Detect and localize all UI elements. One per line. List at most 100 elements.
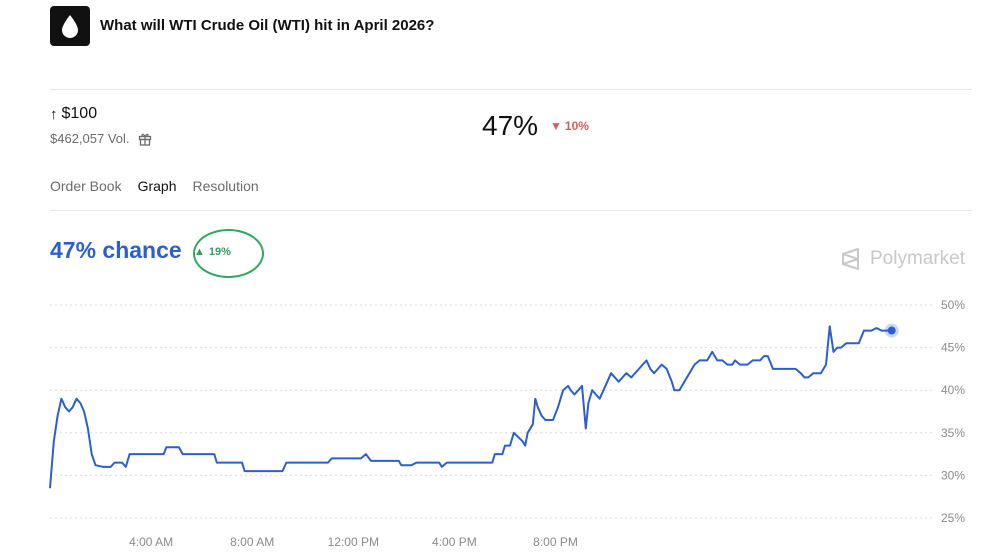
data-point bbox=[841, 347, 842, 348]
tab-order-book[interactable]: Order Book bbox=[50, 178, 122, 194]
data-point bbox=[585, 428, 586, 429]
tab-resolution[interactable]: Resolution bbox=[192, 178, 259, 194]
data-point bbox=[110, 466, 111, 467]
data-point bbox=[158, 454, 159, 455]
data-point bbox=[846, 343, 847, 344]
x-tick-label: 8:00 PM bbox=[533, 535, 578, 549]
data-point bbox=[863, 330, 864, 331]
data-point bbox=[84, 411, 85, 412]
data-point bbox=[72, 407, 73, 408]
data-point bbox=[800, 373, 801, 374]
series-line bbox=[49, 325, 892, 489]
data-point bbox=[558, 407, 559, 408]
data-point bbox=[510, 445, 511, 446]
market-logo bbox=[50, 6, 90, 46]
data-point bbox=[57, 415, 58, 416]
data-point bbox=[752, 360, 753, 361]
data-point bbox=[674, 390, 675, 391]
data-point bbox=[502, 454, 503, 455]
data-point bbox=[91, 454, 92, 455]
data-point bbox=[734, 360, 735, 361]
data-point bbox=[522, 441, 523, 442]
x-tick-label: 4:00 AM bbox=[129, 535, 173, 549]
data-point bbox=[331, 458, 332, 459]
data-point bbox=[545, 420, 546, 421]
data-point bbox=[788, 368, 789, 369]
data-point bbox=[654, 373, 655, 374]
data-point bbox=[795, 368, 796, 369]
data-point bbox=[635, 373, 636, 374]
series-points bbox=[50, 326, 893, 489]
data-point bbox=[595, 394, 596, 395]
data-point bbox=[527, 432, 528, 433]
data-point bbox=[760, 360, 761, 361]
data-point bbox=[535, 398, 536, 399]
data-point bbox=[747, 364, 748, 365]
data-point bbox=[820, 373, 821, 374]
brand-watermark: Polymarket bbox=[840, 247, 965, 271]
data-point bbox=[689, 373, 690, 374]
price-chart[interactable]: 50% 45% 40% 35% 30% 25% 4:00 AM 8:00 AM 12:00 P… bbox=[0, 290, 1000, 558]
chart-grid bbox=[50, 304, 932, 519]
data-point bbox=[588, 402, 589, 403]
data-point bbox=[563, 390, 564, 391]
header-divider bbox=[50, 89, 972, 90]
data-point bbox=[876, 328, 877, 329]
data-point bbox=[492, 462, 493, 463]
x-tick-label: 8:00 AM bbox=[230, 535, 274, 549]
data-point bbox=[541, 415, 542, 416]
data-point bbox=[244, 471, 245, 472]
data-point bbox=[370, 460, 371, 461]
data-point bbox=[650, 368, 651, 369]
data-point bbox=[722, 360, 723, 361]
data-point bbox=[671, 381, 672, 382]
data-point bbox=[772, 368, 773, 369]
data-point bbox=[286, 462, 287, 463]
y-tick-label: 40% bbox=[941, 383, 965, 397]
y-tick-label: 25% bbox=[941, 511, 965, 525]
data-point bbox=[666, 368, 667, 369]
data-point bbox=[679, 390, 680, 391]
data-point bbox=[570, 390, 571, 391]
data-point bbox=[657, 368, 658, 369]
data-point bbox=[712, 351, 713, 352]
data-point bbox=[813, 373, 814, 374]
gift-icon[interactable] bbox=[138, 132, 152, 146]
data-point bbox=[61, 398, 62, 399]
data-point bbox=[214, 454, 215, 455]
data-point bbox=[411, 465, 412, 466]
data-point bbox=[446, 462, 447, 463]
data-point bbox=[360, 458, 361, 459]
current-point-dot bbox=[887, 326, 896, 335]
price-change-value: 10% bbox=[564, 119, 589, 133]
data-point bbox=[441, 466, 442, 467]
data-point bbox=[494, 454, 495, 455]
data-point bbox=[80, 402, 81, 403]
y-tick-label: 50% bbox=[941, 298, 965, 312]
x-axis-labels: 4:00 AM 8:00 AM 12:00 PM 4:00 PM 8:00 PM bbox=[129, 535, 578, 549]
tab-bar: Order Book Graph Resolution bbox=[50, 178, 259, 194]
data-point bbox=[599, 398, 600, 399]
y-axis-labels: 50% 45% 40% 35% 30% 25% bbox=[941, 298, 965, 525]
data-point bbox=[881, 330, 882, 331]
chance-label: 47% chance bbox=[50, 237, 182, 263]
data-point bbox=[582, 385, 583, 386]
data-point bbox=[740, 364, 741, 365]
data-point bbox=[95, 465, 96, 466]
data-point bbox=[574, 394, 575, 395]
data-point bbox=[125, 466, 126, 467]
data-point bbox=[694, 364, 695, 365]
data-point bbox=[727, 364, 728, 365]
data-point bbox=[53, 441, 54, 442]
data-point bbox=[182, 454, 183, 455]
data-point bbox=[833, 351, 834, 352]
arrow-up-icon: ↑ bbox=[50, 105, 58, 123]
data-point bbox=[365, 454, 366, 455]
outcome-label[interactable]: ↑ $100 bbox=[50, 105, 97, 123]
triangle-up-icon: ▲ bbox=[194, 246, 205, 258]
data-point bbox=[770, 362, 771, 363]
tabs-divider bbox=[50, 210, 972, 211]
tab-graph[interactable]: Graph bbox=[137, 178, 177, 194]
data-point bbox=[804, 377, 805, 378]
data-point bbox=[661, 364, 662, 365]
